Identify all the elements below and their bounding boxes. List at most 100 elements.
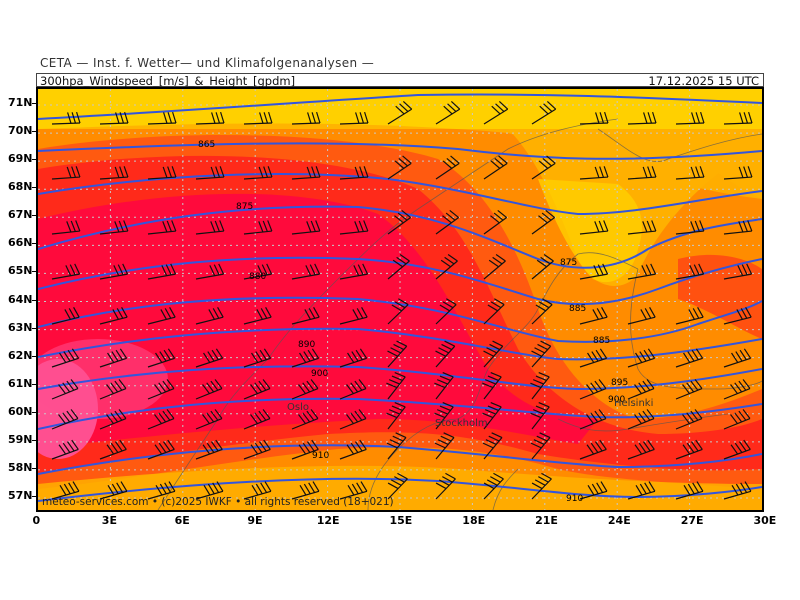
longitude-label: 12E bbox=[316, 514, 340, 527]
wind-barb bbox=[579, 166, 609, 180]
latitude-label: 70N bbox=[8, 124, 33, 138]
wind-barb bbox=[675, 263, 705, 280]
wind-barb bbox=[99, 409, 127, 430]
wind-barb bbox=[291, 263, 321, 280]
latitude-tick bbox=[32, 159, 36, 161]
wind-barb bbox=[147, 166, 177, 180]
wind-barb bbox=[51, 348, 80, 368]
wind-barb bbox=[530, 371, 550, 400]
wind-barb bbox=[723, 111, 753, 125]
wind-barb bbox=[579, 481, 608, 500]
longitude-label: 30E bbox=[753, 514, 777, 527]
wind-barb bbox=[627, 439, 655, 460]
height-contour bbox=[38, 397, 762, 430]
wind-barb bbox=[387, 298, 409, 325]
latitude-label: 69N bbox=[8, 152, 33, 166]
wind-barb bbox=[627, 306, 656, 325]
shade-calm-tongue bbox=[538, 179, 642, 283]
wind-barb bbox=[339, 166, 369, 180]
wind-barb bbox=[723, 481, 752, 500]
wind-barb bbox=[435, 340, 456, 368]
wind-barb bbox=[579, 379, 607, 400]
latitude-label: 60N bbox=[8, 404, 33, 418]
wind-barb bbox=[483, 472, 504, 500]
wind-barb bbox=[51, 111, 81, 125]
wind-barb bbox=[387, 340, 408, 368]
wind-barb bbox=[435, 100, 461, 125]
wind-barb bbox=[339, 306, 368, 325]
wind-barb bbox=[675, 348, 704, 368]
wind-barb bbox=[434, 432, 455, 460]
latitude-tick bbox=[32, 467, 36, 469]
wind-barb bbox=[291, 166, 321, 180]
latitude-tick bbox=[32, 299, 36, 301]
latitude-tick bbox=[32, 439, 36, 441]
wind-barb bbox=[291, 409, 319, 430]
wind-barb bbox=[627, 409, 655, 430]
wind-barb bbox=[147, 439, 175, 460]
contour-label: 900 bbox=[311, 369, 328, 379]
wind-barb bbox=[483, 155, 508, 180]
wind-barb bbox=[531, 100, 557, 125]
longitude-label: 24E bbox=[607, 514, 631, 527]
contour-label: 910 bbox=[312, 451, 329, 461]
wind-barb bbox=[339, 111, 369, 125]
contour-label: 885 bbox=[569, 304, 586, 314]
latitude-tick bbox=[32, 271, 36, 273]
wind-barb bbox=[195, 409, 223, 430]
wind-barb bbox=[675, 306, 704, 325]
height-contour bbox=[38, 444, 762, 475]
wind-barb bbox=[530, 401, 550, 430]
wind-barb bbox=[195, 220, 225, 235]
city-labels: Oslo Stockholm Helsinki bbox=[287, 398, 653, 429]
wind-barb bbox=[482, 371, 502, 400]
height-contour bbox=[38, 205, 762, 269]
wind-barb bbox=[579, 439, 607, 460]
wind-barb bbox=[579, 409, 607, 430]
wind-barb bbox=[243, 306, 272, 325]
wind-barb bbox=[723, 439, 751, 460]
contour-label: 910 bbox=[566, 494, 583, 504]
wind-barb bbox=[386, 432, 407, 460]
latitude-label: 66N bbox=[8, 236, 33, 250]
wind-barb bbox=[434, 371, 454, 400]
wind-barb bbox=[339, 379, 367, 400]
wind-barb bbox=[147, 379, 175, 400]
wind-barb bbox=[51, 439, 79, 460]
wind-barb bbox=[243, 166, 273, 180]
wind-barb bbox=[291, 439, 319, 460]
wind-barb bbox=[99, 481, 128, 500]
latitude-label: 57N bbox=[8, 488, 33, 502]
wind-barb bbox=[195, 379, 223, 400]
height-contour bbox=[38, 296, 762, 343]
contour-labels: 865 875 875 880 885 885 890 895 900 900 910 910 bbox=[198, 140, 628, 504]
latitude-label: 64N bbox=[8, 292, 33, 306]
wind-barb bbox=[243, 439, 271, 460]
wind-barb bbox=[723, 263, 753, 280]
wind-barb bbox=[531, 254, 554, 280]
wind-barb bbox=[723, 379, 751, 400]
contour-label: 880 bbox=[249, 272, 266, 282]
latitude-tick bbox=[32, 187, 36, 189]
wind-barb bbox=[147, 220, 177, 235]
longitude-label: 27E bbox=[680, 514, 704, 527]
height-contour bbox=[38, 256, 762, 306]
latitude-tick bbox=[32, 383, 36, 385]
wind-barb bbox=[723, 306, 752, 325]
wind-barb bbox=[723, 348, 752, 368]
wind-barb bbox=[243, 379, 271, 400]
wind-barb bbox=[339, 220, 369, 235]
wind-barb bbox=[51, 166, 81, 180]
wind-barb bbox=[243, 263, 273, 280]
contour-label: 885 bbox=[593, 336, 610, 346]
height-contour bbox=[38, 142, 762, 160]
wind-barb bbox=[51, 481, 80, 500]
wind-barb bbox=[531, 472, 552, 500]
wind-barb bbox=[195, 348, 224, 368]
wind-barb bbox=[627, 348, 656, 368]
latitude-label: 71N bbox=[8, 96, 33, 110]
latitude-label: 62N bbox=[8, 348, 33, 362]
height-contour bbox=[38, 173, 762, 216]
wind-barb bbox=[339, 263, 369, 280]
longitude-label: 15E bbox=[389, 514, 413, 527]
